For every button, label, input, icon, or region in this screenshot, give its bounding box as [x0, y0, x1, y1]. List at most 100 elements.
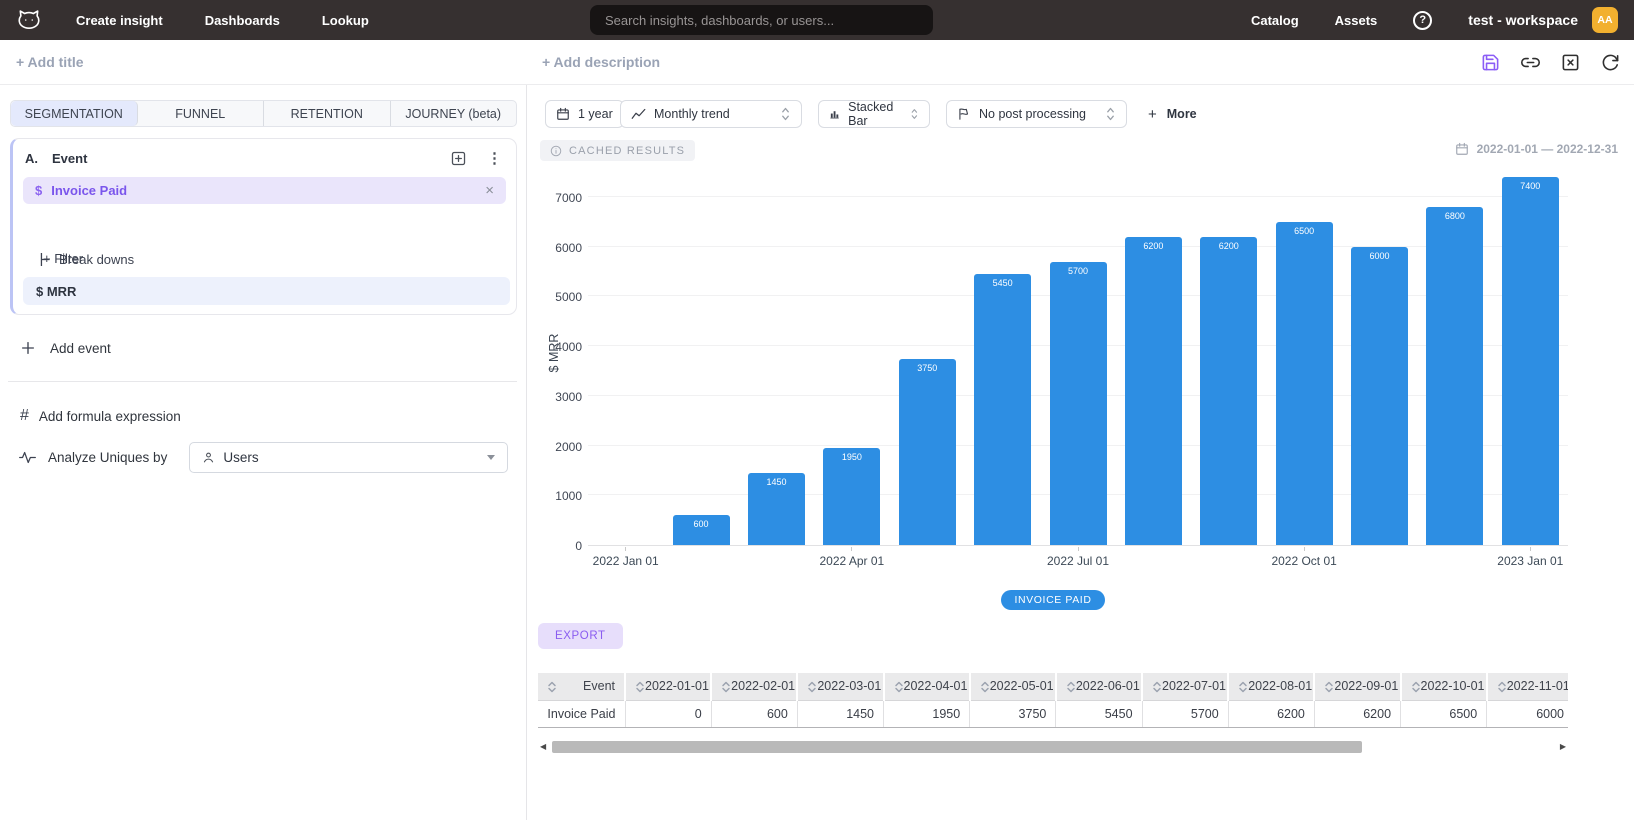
table-header-cell[interactable]: 2022-05-01 — [968, 673, 1056, 701]
bar[interactable]: 6000 — [1351, 246, 1409, 545]
workspace-name[interactable]: test - workspace — [1468, 12, 1578, 28]
clear-icon[interactable] — [1561, 53, 1580, 72]
table-cell: 6200 — [1227, 700, 1315, 728]
add-description-button[interactable]: + Add description — [542, 54, 661, 70]
tab-funnel[interactable]: FUNNEL — [138, 101, 264, 126]
table-cell: Invoice Paid — [538, 700, 625, 728]
tab-retention[interactable]: RETENTION — [264, 101, 391, 126]
selected-event-row[interactable]: $ Invoice Paid × — [23, 177, 506, 204]
add-title-button[interactable]: + Add title — [16, 54, 84, 70]
breakdowns-button[interactable]: Break downs — [39, 252, 134, 267]
table-header-cell[interactable]: 2022-01-01 — [623, 673, 712, 701]
add-event-button[interactable]: Add event — [20, 340, 111, 356]
chart-type-select[interactable]: Stacked Bar — [818, 100, 930, 128]
table-cell: 5450 — [1055, 700, 1143, 728]
copy-link-icon[interactable] — [1521, 53, 1540, 72]
bar[interactable]: 6200 — [1200, 236, 1258, 545]
table-header-cell[interactable]: 2022-03-01 — [796, 673, 884, 701]
table-header-cell[interactable]: 2022-10-01 — [1399, 673, 1487, 701]
bar-value-label: 7400 — [1520, 181, 1541, 192]
bar[interactable]: 5450 — [974, 274, 1032, 545]
bar-chart-plot: 600 1450 1950 3750 5450 5700 6200 6200 6500 6000 6… — [588, 170, 1568, 546]
post-processing-select[interactable]: No post processing — [946, 100, 1127, 128]
x-tick-mark — [625, 547, 627, 551]
tab-journey[interactable]: JOURNEY (beta) — [405, 106, 502, 121]
search-input[interactable] — [590, 5, 933, 35]
y-tick-label: 6000 — [555, 240, 582, 255]
table-header-cell[interactable]: 2022-02-01 — [710, 673, 798, 701]
nav-item-catalog[interactable]: Catalog — [1250, 12, 1299, 28]
table-header-cell[interactable]: 2022-11-01 — [1485, 673, 1568, 701]
bar[interactable]: 1450 — [747, 472, 805, 545]
table-header-row: Event 2022-01-01 2022-02-01 2022-03-01 2022-… — [538, 673, 1568, 701]
sort-icon — [1411, 681, 1420, 692]
legend-item[interactable]: INVOICE PAID — [1001, 590, 1105, 610]
bar[interactable]: 600 — [672, 515, 730, 545]
sort-icon — [1325, 681, 1334, 692]
bar[interactable]: 5700 — [1049, 261, 1107, 545]
x-tick-mark — [1303, 547, 1305, 551]
sort-icon — [1497, 681, 1506, 692]
time-range-button[interactable]: 1 year — [545, 100, 624, 128]
scroll-left-arrow[interactable]: ◀ — [540, 742, 547, 751]
nav-item-assets[interactable]: Assets — [1334, 12, 1378, 28]
nav-item-lookup[interactable]: Lookup — [321, 12, 369, 28]
insight-actions — [1481, 53, 1620, 72]
table-header-cell[interactable]: 2022-08-01 — [1227, 673, 1315, 701]
table-cell: 3750 — [969, 700, 1056, 728]
date-range-display[interactable]: 2022-01-01 — 2022-12-31 — [1455, 142, 1618, 156]
table-header-cell[interactable]: Event — [538, 673, 625, 701]
sort-icon — [636, 681, 644, 692]
more-button[interactable]: + More — [1148, 105, 1197, 123]
bar-chart: $ MRR 0 1000 2000 3000 4000 5000 6000 7000 600 1… — [538, 170, 1568, 574]
bar[interactable]: 1950 — [823, 448, 881, 545]
bar[interactable]: 6500 — [1275, 221, 1333, 545]
results-table: Event 2022-01-01 2022-02-01 2022-03-01 2022-… — [538, 673, 1568, 728]
y-tick-label: 5000 — [555, 290, 582, 305]
insight-header: + Add title + Add description — [0, 40, 1634, 85]
x-tick-mark — [1529, 547, 1531, 551]
nav-item-dashboards[interactable]: Dashboards — [204, 12, 280, 28]
help-icon[interactable]: ? — [1413, 10, 1433, 30]
trend-select[interactable]: Monthly trend — [620, 100, 802, 128]
tab-segmentation[interactable]: SEGMENTATION — [11, 101, 138, 126]
add-formula-button[interactable]: # Add formula expression — [20, 407, 181, 424]
sort-icon — [980, 681, 989, 692]
duplicate-event-icon[interactable] — [450, 150, 467, 167]
results-panel: 1 year Monthly trend Stacked Bar — [527, 85, 1634, 820]
add-filter-button[interactable]: + Filter — [43, 251, 84, 266]
y-tick-label: 7000 — [555, 191, 582, 205]
table-header-cell[interactable]: 2022-06-01 — [1054, 673, 1143, 701]
bar[interactable]: 7400 — [1501, 177, 1559, 545]
remove-event-icon[interactable]: × — [485, 182, 494, 199]
plus-icon — [22, 342, 34, 354]
bar[interactable]: 6200 — [1124, 236, 1182, 545]
table-header-cell[interactable]: 2022-07-01 — [1141, 673, 1229, 701]
cat-logo-icon[interactable] — [16, 6, 46, 34]
select-chevrons-icon — [911, 109, 918, 119]
save-icon[interactable] — [1481, 53, 1500, 72]
bar-chart-icon — [830, 111, 839, 119]
bar-value-label: 6800 — [1444, 210, 1465, 221]
refresh-icon[interactable] — [1601, 53, 1620, 72]
uniques-entity-select[interactable]: Users — [189, 442, 508, 473]
table-header-cell[interactable]: 2022-09-01 — [1313, 673, 1401, 701]
bar[interactable]: 6800 — [1426, 206, 1484, 545]
export-button[interactable]: EXPORT — [538, 623, 623, 649]
bar-value-label: 3750 — [917, 362, 938, 373]
query-builder-panel: SEGMENTATION FUNNEL RETENTION JOURNEY (b… — [0, 85, 527, 820]
kebab-menu-icon[interactable]: ⋮ — [487, 150, 502, 167]
x-tick-label: 2022 Jan 01 — [592, 554, 659, 568]
table-header-cell[interactable]: 2022-04-01 — [882, 673, 970, 701]
table-cell: 0 — [624, 700, 712, 728]
avatar[interactable]: AA — [1592, 7, 1618, 33]
plus-icon: + — [1148, 105, 1157, 123]
analysis-tabs: SEGMENTATION FUNNEL RETENTION JOURNEY (b… — [10, 100, 517, 127]
breakdown-value-row[interactable]: $ MRR — [23, 277, 510, 305]
event-card: A. Event ⋮ $ Invoice Paid — [10, 138, 517, 315]
nav-item-create-insight[interactable]: Create insight — [76, 12, 163, 28]
scroll-right-arrow[interactable]: ▶ — [1559, 742, 1566, 751]
bar[interactable]: 3750 — [898, 358, 956, 545]
scrollbar-thumb[interactable] — [552, 741, 1362, 753]
bar-value-label: 5450 — [992, 278, 1013, 289]
